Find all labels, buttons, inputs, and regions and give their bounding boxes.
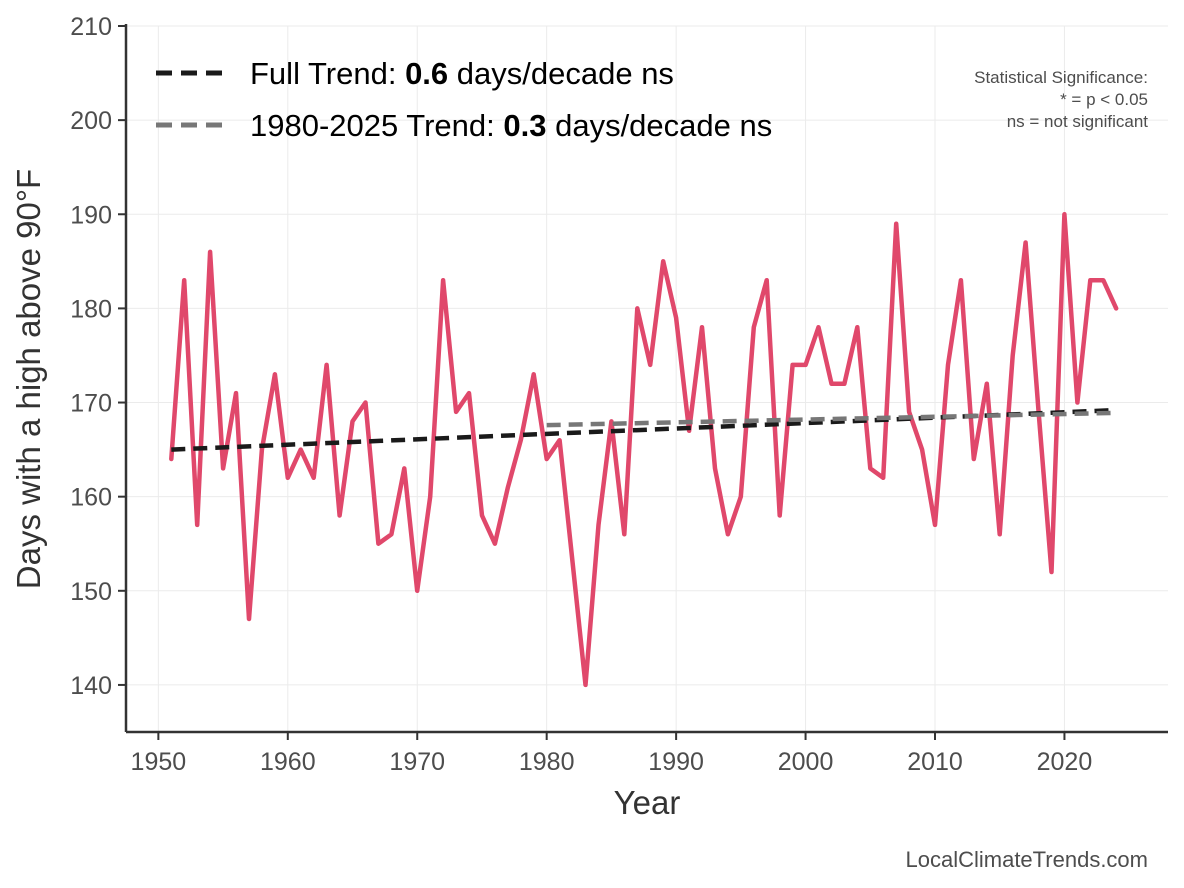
x-tick-label-1960: 1960 bbox=[260, 748, 316, 776]
x-tick-label-2010: 2010 bbox=[907, 748, 963, 776]
x-tick-label-2000: 2000 bbox=[778, 748, 834, 776]
legend-1980-trend-prefix: 1980-2025 Trend: bbox=[250, 108, 503, 143]
y-tick-label-210: 210 bbox=[70, 13, 112, 41]
y-tick-label-170: 170 bbox=[70, 390, 112, 418]
y-tick-label-180: 180 bbox=[70, 295, 112, 323]
credit-text: LocalClimateTrends.com bbox=[906, 847, 1149, 872]
y-tick-label-190: 190 bbox=[70, 201, 112, 229]
significance-ns: ns = not significant bbox=[1007, 112, 1149, 131]
x-tick-label-1950: 1950 bbox=[131, 748, 187, 776]
y-tick-label-150: 150 bbox=[70, 578, 112, 606]
significance-note: Statistical Significance: * = p < 0.05 n… bbox=[974, 68, 1148, 131]
tick-labels: 140 150 160 170 180 190 200 210 1950 1960 1970 1980… bbox=[70, 13, 1092, 776]
significance-title: Statistical Significance: bbox=[974, 68, 1148, 87]
series-line-0 bbox=[169, 212, 1119, 688]
legend-full-trend-value: 0.6 bbox=[405, 56, 448, 91]
x-tick-label-1980: 1980 bbox=[519, 748, 575, 776]
trend-1980-2025-line bbox=[546, 410, 1117, 428]
trend-lines bbox=[171, 407, 1117, 452]
legend-entry-full-trend: Full Trend: 0.6 days/decade ns bbox=[250, 56, 674, 91]
legend-full-trend-suffix: days/decade ns bbox=[448, 56, 674, 91]
legend: Full Trend: 0.6 days/decade ns 1980-2025… bbox=[156, 56, 772, 143]
x-tick-label-2020: 2020 bbox=[1037, 748, 1093, 776]
legend-1980-trend-value: 0.3 bbox=[503, 108, 546, 143]
full-trend-line bbox=[171, 407, 1117, 452]
axes bbox=[118, 24, 1168, 740]
y-tick-label-160: 160 bbox=[70, 484, 112, 512]
gridlines bbox=[126, 25, 1168, 732]
legend-entry-1980-trend: 1980-2025 Trend: 0.3 days/decade ns bbox=[250, 108, 772, 143]
y-axis-title: Days with a high above 90°F bbox=[10, 169, 47, 589]
legend-full-trend-prefix: Full Trend: bbox=[250, 56, 405, 91]
legend-1980-trend-suffix: days/decade ns bbox=[546, 108, 772, 143]
x-axis-title: Year bbox=[614, 784, 681, 821]
y-tick-label-140: 140 bbox=[70, 672, 112, 700]
y-tick-label-200: 200 bbox=[70, 107, 112, 135]
data-series bbox=[169, 212, 1119, 688]
significance-p-value: * = p < 0.05 bbox=[1060, 90, 1148, 109]
x-tick-label-1990: 1990 bbox=[648, 748, 704, 776]
x-tick-label-1970: 1970 bbox=[389, 748, 445, 776]
